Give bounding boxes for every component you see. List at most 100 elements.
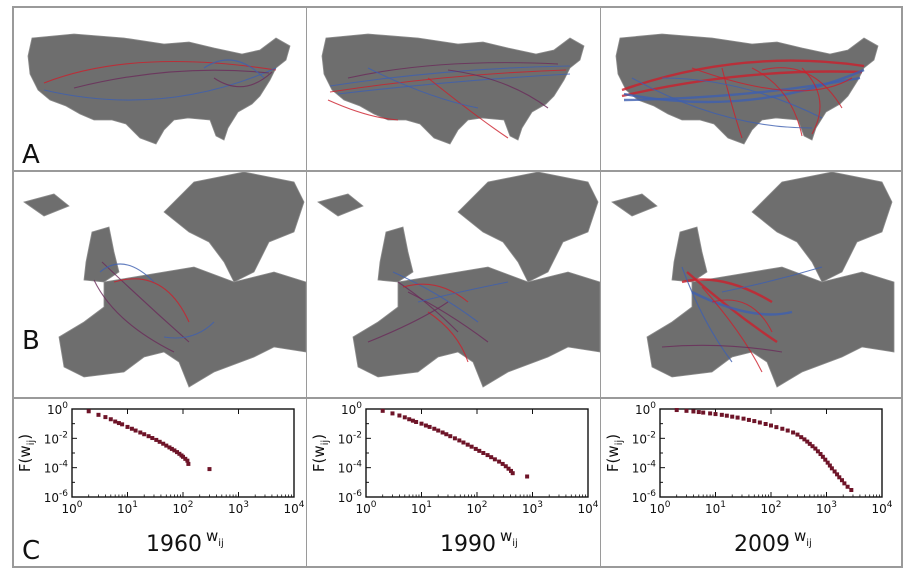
data-point (835, 472, 840, 477)
y-tick-label: 10-2 (44, 430, 68, 446)
data-point (183, 456, 188, 461)
data-point (473, 446, 478, 451)
plot-frame (71, 408, 295, 498)
data-point (730, 414, 735, 419)
uk-landmass (83, 226, 120, 283)
data-point (461, 440, 466, 445)
us-map-1960 (27, 33, 291, 145)
data-point (832, 469, 837, 474)
data-point (849, 488, 854, 493)
data-point (825, 460, 830, 465)
flight-route (691, 67, 853, 92)
x-axis-label: wij (206, 527, 224, 549)
y-tick-label: 10-6 (338, 489, 363, 505)
flight-route (427, 311, 469, 363)
scandinavia-landmass (163, 172, 305, 283)
flight-route (392, 271, 479, 323)
x-tick-label: 101 (705, 500, 726, 516)
data-point (138, 430, 143, 435)
data-point (185, 458, 190, 463)
data-point (785, 428, 790, 433)
flight-route (681, 266, 733, 363)
x-tick-label: 104 (283, 500, 304, 516)
data-point (506, 466, 511, 471)
data-point (769, 423, 773, 428)
data-point (444, 432, 449, 437)
data-point (161, 441, 166, 446)
data-point (813, 446, 818, 451)
data-point (696, 410, 701, 415)
y-tick-label: 10-2 (632, 430, 656, 446)
data-point (164, 443, 169, 448)
flight-route (327, 99, 399, 121)
frame-top (12, 6, 903, 8)
y-axis-label: F(wij) (16, 434, 37, 472)
iceland-landmass (611, 193, 658, 217)
data-point (802, 437, 807, 442)
flight-route (721, 67, 743, 139)
data-point (509, 468, 514, 473)
data-point (469, 444, 474, 449)
continent-landmass (58, 266, 306, 388)
data-point (207, 467, 212, 472)
panel-letter-a: A (22, 140, 40, 170)
y-tick-label: 10-6 (632, 489, 657, 505)
data-point (427, 424, 432, 429)
flight-route (113, 278, 190, 323)
x-tick-label: 101 (411, 500, 432, 516)
data-point (133, 428, 138, 433)
data-point (735, 415, 740, 420)
data-point (829, 466, 834, 471)
data-point (845, 484, 850, 489)
data-point (503, 464, 508, 469)
plot-frame (365, 408, 589, 498)
data-point (108, 417, 113, 422)
chart-title: 1990 (440, 532, 496, 557)
x-tick-label: 101 (117, 500, 138, 516)
frame-right (901, 6, 903, 568)
x-tick-label: 104 (577, 500, 598, 516)
data-point (500, 461, 505, 466)
flight-route (407, 291, 489, 343)
data-point (452, 436, 457, 441)
data-point (701, 410, 706, 415)
data-point (752, 419, 757, 424)
data-point (510, 471, 515, 476)
data-point (380, 408, 385, 413)
distribution-chart-1960: 100 101 102 103 104 100 10-2 10-4 10-6 F(wij) 1960… (16, 401, 305, 557)
flight-route (751, 67, 803, 137)
plot-frame (659, 408, 883, 498)
flight-route (99, 263, 155, 283)
x-tick-label: 102 (466, 500, 487, 516)
data-point (492, 457, 497, 462)
data-point (146, 434, 151, 439)
chart-title: 1960 (146, 532, 202, 557)
scandinavia-landmass (457, 172, 599, 283)
data-point (432, 426, 437, 431)
data-point (186, 461, 191, 466)
uk-landmass (377, 226, 414, 283)
flight-route (661, 77, 823, 119)
x-tick-label: 100 (61, 500, 82, 516)
data-point (525, 474, 530, 479)
flight-route (631, 77, 813, 129)
data-point (807, 441, 812, 446)
data-point (125, 424, 130, 429)
data-point (810, 444, 815, 449)
data-point (86, 409, 91, 414)
flight-route (402, 283, 469, 303)
us-landmass (321, 33, 585, 145)
flight-route (101, 261, 190, 343)
x-tick-label: 102 (760, 500, 781, 516)
distribution-chart-2009: 100 101 102 103 104 100 10-2 10-4 10-6 F(wij) 2009… (604, 401, 893, 557)
x-axis-label: wij (500, 527, 518, 549)
x-tick-label: 103 (228, 500, 249, 516)
y-tick-label: 100 (341, 401, 362, 417)
flight-route (163, 321, 215, 339)
col-divider-2 (600, 6, 601, 568)
x-tick-label: 104 (871, 500, 892, 516)
data-point (423, 423, 428, 428)
europe-map-2009 (611, 172, 895, 388)
y-tick-label: 100 (635, 401, 656, 417)
continent-landmass (646, 266, 895, 388)
